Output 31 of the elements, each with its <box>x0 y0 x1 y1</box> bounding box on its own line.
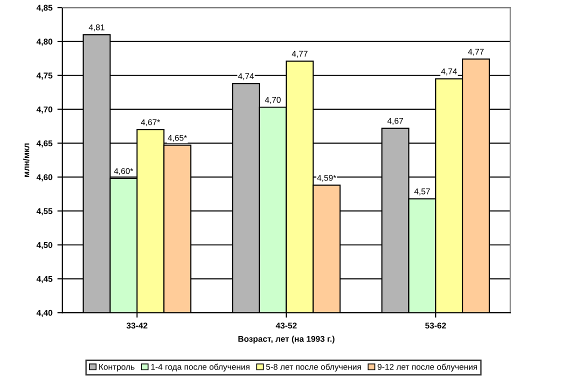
y-tick-label: 4,45 <box>36 276 52 284</box>
data-label: 4,60* <box>114 168 134 175</box>
y-tick-label: 4,65 <box>36 140 52 148</box>
x-tick-label: 33-42 <box>126 322 148 329</box>
y-tick-label: 4,70 <box>36 106 52 114</box>
data-label: 4,65* <box>168 134 187 142</box>
legend-label: 1-4 года после облучения <box>151 364 250 372</box>
legend-label: Контроль <box>99 364 134 372</box>
y-tick-label: 4,50 <box>36 242 52 250</box>
data-label: 4,67 <box>387 118 404 125</box>
y-tick-label: 4,40 <box>36 310 52 317</box>
data-label: 4,81 <box>88 24 104 32</box>
y-tick-label: 4,80 <box>36 38 52 46</box>
y-axis-title: млн/мкл <box>23 143 30 177</box>
x-axis-title: Возраст, лет (на 1993 г.) <box>238 336 334 344</box>
y-tick-label: 4,85 <box>36 4 52 12</box>
data-label: 4,59* <box>317 174 336 182</box>
y-tick-label: 4,55 <box>36 208 52 216</box>
data-label: 4,74 <box>441 68 457 76</box>
data-label: 4,77 <box>292 50 308 58</box>
data-label: 4,57 <box>414 188 430 196</box>
legend-label: 5-8 лет после облучения <box>266 364 361 372</box>
data-label: 4,70 <box>264 96 281 104</box>
data-label: 4,77 <box>468 48 484 56</box>
y-tick-label: 4,60 <box>36 174 52 182</box>
x-tick-label: 43-52 <box>276 322 297 329</box>
legend-label: 9-12 лет после облучения <box>378 364 478 372</box>
x-tick-label: 53-62 <box>425 322 446 329</box>
data-label: 4,74 <box>238 73 254 80</box>
data-label: 4,67* <box>140 119 160 126</box>
y-tick-label: 4,75 <box>36 72 52 80</box>
